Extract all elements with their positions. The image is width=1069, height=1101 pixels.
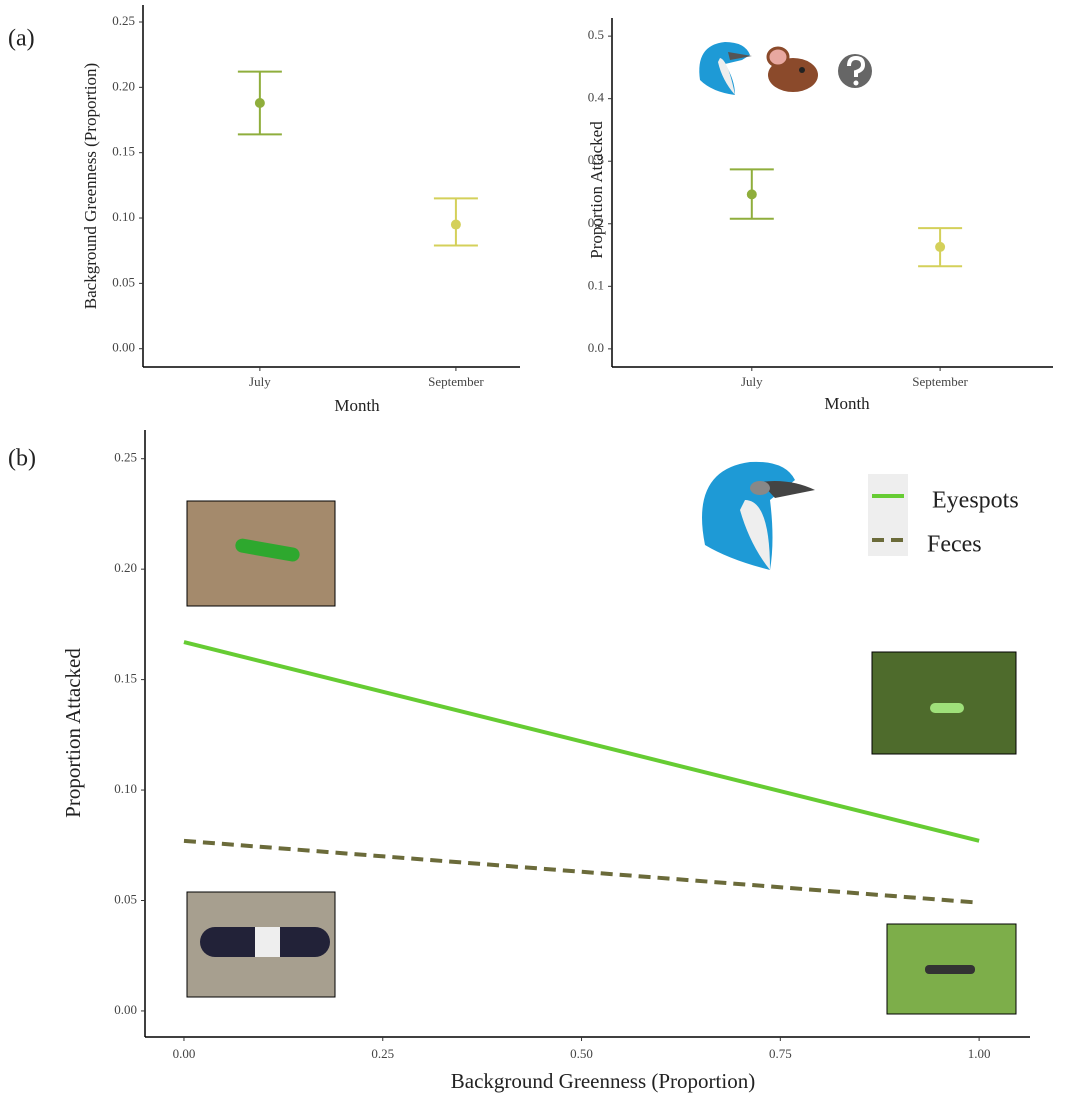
legend-label: Eyespots [932,488,1019,514]
y-axis-title: Proportion Attacked [61,648,85,818]
y-tick-label: 0.5 [588,27,604,42]
x-tick-label: 0.50 [570,1046,593,1061]
y-tick-label: 0.00 [114,1002,137,1017]
x-tick-label: July [249,374,271,389]
x-tick-label: 0.25 [371,1046,394,1061]
mouse-ear [768,48,788,66]
page: 0.00 0.05 0.10 0.15 0.20 0.25 (a) Month Backgrou… [0,0,1069,1101]
unknown-dot [854,81,859,86]
x-axis-title: Month [334,396,380,415]
y-tick-label: 0.15 [112,144,135,159]
y-tick-label: 0.25 [114,450,137,465]
y-tick-label: 0.05 [114,891,137,906]
y-tick-label: 0.1 [588,277,604,292]
photo-model-band [255,927,280,957]
legend-key-background [868,474,908,556]
y-tick-label: 0.0 [588,340,604,355]
y-tick-label: 0.05 [112,274,135,289]
point [935,242,945,252]
panel-label: (a) [8,26,35,52]
y-tick-label: 0.4 [588,90,605,105]
x-tick-label: 0.75 [769,1046,792,1061]
y-tick-label: 0.20 [114,560,137,575]
x-tick-label: September [912,374,968,389]
photo-model [930,703,964,713]
mouse-eye [799,67,805,73]
bird-mask [750,481,770,495]
y-axis-title: Proportion Attacked [587,121,606,259]
x-tick-label: 1.00 [968,1046,991,1061]
x-tick-label: July [741,374,763,389]
y-tick-label: 0.25 [112,13,135,28]
point [451,220,461,230]
point [747,189,757,199]
y-tick-label: 0.15 [114,671,137,686]
panel-label: (b) [8,446,36,472]
y-tick-label: 0.10 [114,781,137,796]
photo-model [925,965,975,974]
y-tick-label: 0.00 [112,340,135,355]
y-axis-title: Background Greenness (Proportion) [81,63,100,309]
point [255,98,265,108]
figure: 0.00 0.05 0.10 0.15 0.20 0.25 (a) Month Backgrou… [0,0,1069,1101]
y-tick-label: 0.20 [112,78,135,93]
x-tick-label: 0.00 [173,1046,196,1061]
x-axis-title: Month [824,394,870,413]
x-axis-title: Background Greenness (Proportion) [451,1069,755,1093]
legend-label: Feces [927,532,982,558]
x-tick-label: September [428,374,484,389]
y-tick-label: 0.10 [112,209,135,224]
